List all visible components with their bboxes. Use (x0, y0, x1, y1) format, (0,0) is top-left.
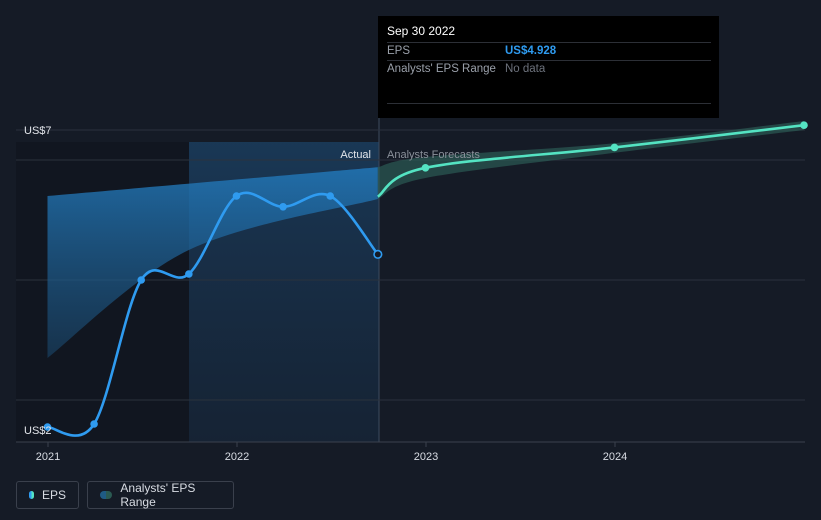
legend-range-label: Analysts' EPS Range (120, 481, 196, 509)
forecast-label: Analysts Forecasts (387, 149, 480, 161)
x-tick-label: 2023 (414, 451, 438, 463)
eps-point (326, 192, 335, 200)
analyst-range-band (377, 121, 804, 199)
tooltip-divider (387, 103, 711, 104)
forecast-point (800, 121, 808, 129)
legend-range-button[interactable]: Analysts' EPS Range (87, 481, 234, 509)
eps-point (373, 249, 383, 259)
series-points (43, 121, 808, 431)
eps-point (279, 203, 287, 211)
y-tick-bottom: US$2 (24, 425, 52, 437)
eps-swatch-icon (29, 491, 34, 499)
eps-point (232, 192, 241, 200)
eps-point (43, 423, 52, 431)
tooltip: Sep 30 2022 EPS US$4.928 Analysts' EPS R… (378, 16, 719, 118)
range-swatch-icon (100, 491, 113, 499)
x-axis-ticks: 2021 2022 2023 2024 (36, 442, 627, 463)
legend-eps-button[interactable]: EPS (16, 481, 79, 509)
y-tick-top: US$7 (24, 125, 52, 137)
series-lines (47, 123, 805, 437)
eps-line (47, 191, 379, 437)
tooltip-range-row: Analysts' EPS Range No data (387, 60, 711, 78)
tooltip-eps-label: EPS (387, 45, 411, 57)
range-bands (47, 121, 804, 358)
eps-point (137, 276, 146, 284)
tooltip-eps-value: US$4.928 (505, 45, 557, 57)
x-tick-label: 2021 (36, 451, 60, 463)
tooltip-range-label: Analysts' EPS Range (387, 63, 496, 75)
tooltip-range-value: No data (505, 63, 546, 75)
eps-point (185, 270, 193, 278)
x-tick-label: 2022 (225, 451, 249, 463)
forecast-point (610, 143, 619, 152)
tooltip-eps-row: EPS US$4.928 (387, 42, 711, 60)
past-range-band (47, 167, 378, 358)
tooltip-date: Sep 30 2022 (387, 24, 456, 38)
x-tick-label: 2024 (603, 451, 627, 463)
forecast-line (377, 123, 805, 198)
forecast-point (421, 164, 430, 172)
actual-label: Actual (340, 149, 371, 161)
legend-eps-label: EPS (41, 488, 66, 502)
eps-point (90, 420, 98, 428)
